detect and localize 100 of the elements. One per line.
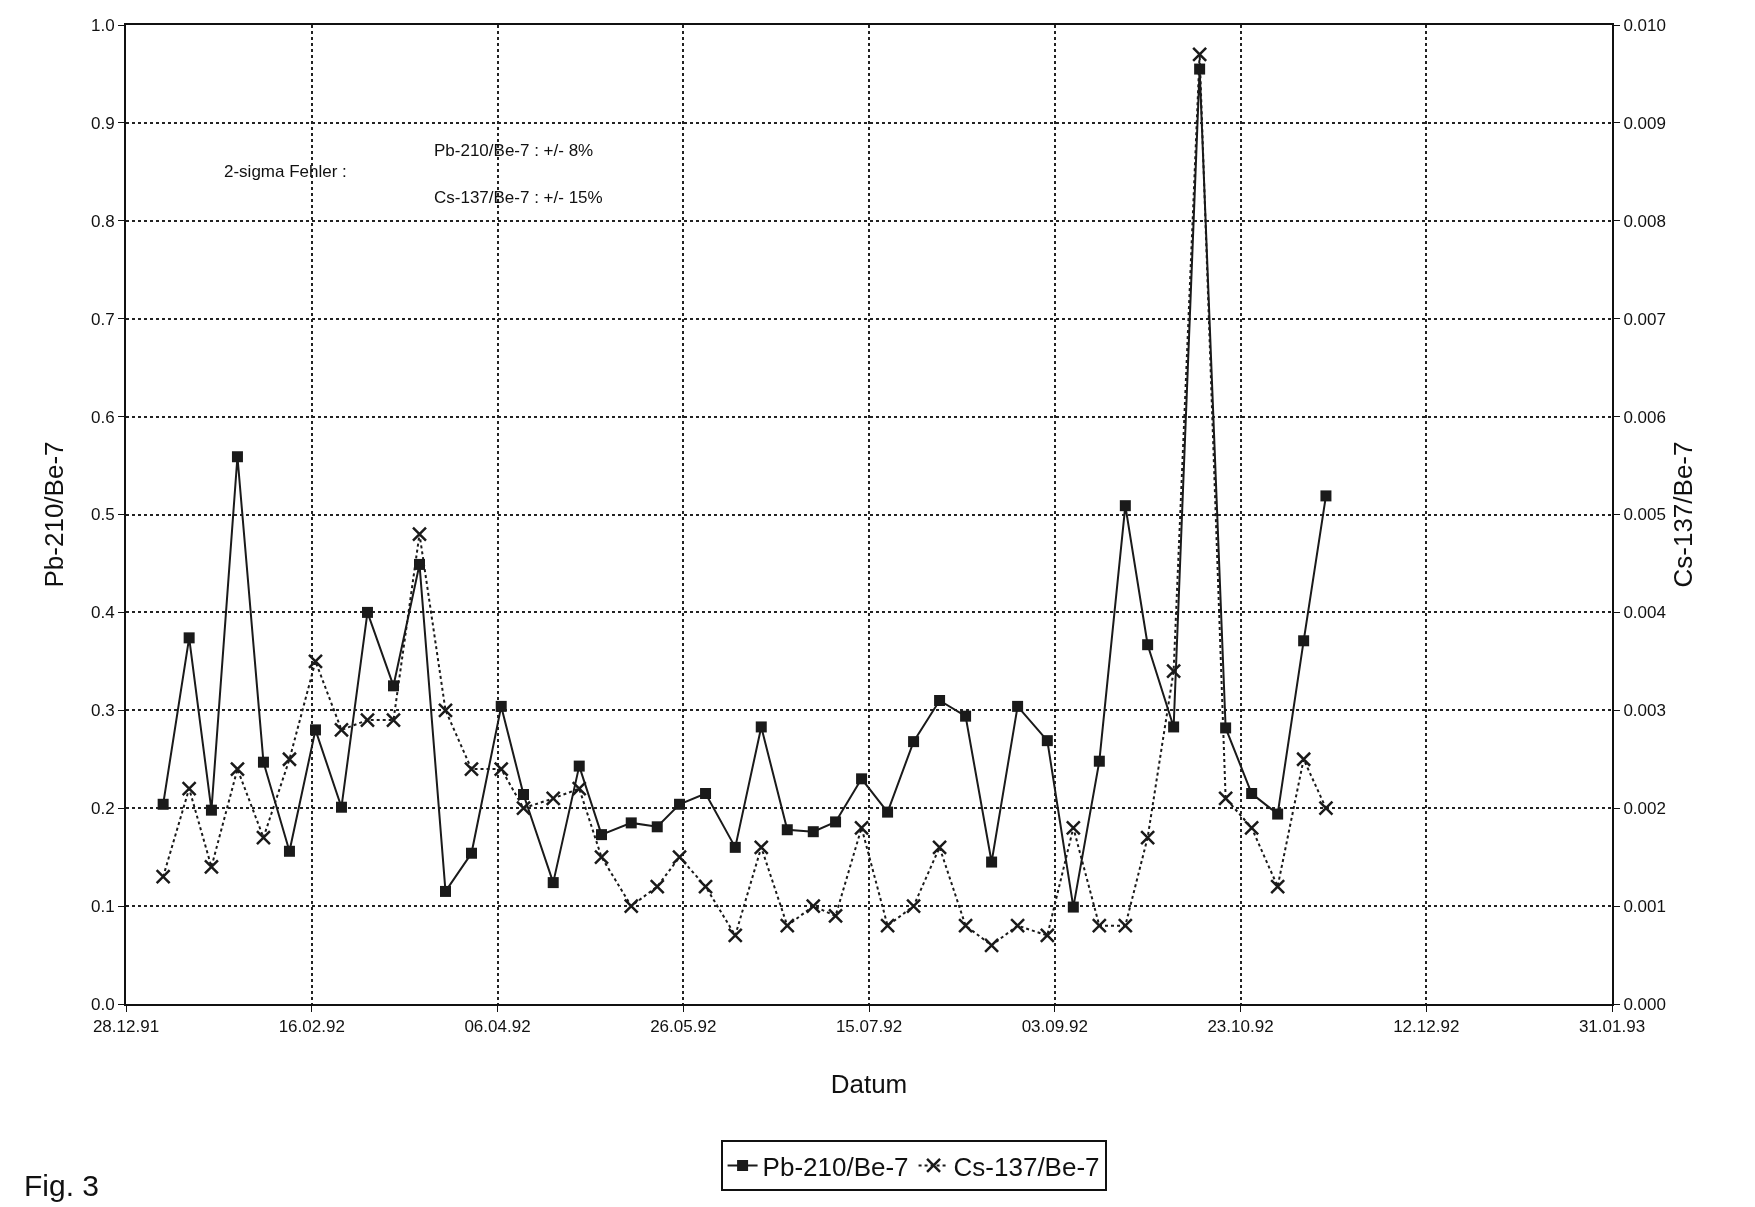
x-tick-label: 03.09.92 xyxy=(1021,1017,1088,1037)
y-axis-title: Pb-210/Be-7 xyxy=(39,441,69,588)
point xyxy=(779,917,796,934)
point xyxy=(853,820,870,836)
point xyxy=(309,724,321,736)
caption: Fig. 3 xyxy=(24,1169,100,1202)
x-tick-label: 16.02.92 xyxy=(278,1017,345,1037)
point xyxy=(205,804,217,816)
point xyxy=(573,760,585,772)
point xyxy=(411,526,428,542)
point xyxy=(1220,722,1232,734)
y-tick-label: 0.3 xyxy=(90,701,115,721)
point xyxy=(931,839,948,856)
point xyxy=(856,773,868,785)
point xyxy=(729,841,741,853)
point xyxy=(781,824,793,836)
annotation: 2-sigma Fehler : xyxy=(224,162,347,181)
point xyxy=(1217,790,1234,807)
y-tick-label: 0.1 xyxy=(90,897,115,917)
point xyxy=(387,680,399,692)
y2-axis-title: Cs-137/Be-7 xyxy=(1667,441,1698,588)
point xyxy=(229,761,246,777)
point xyxy=(1065,820,1082,836)
point xyxy=(518,788,530,800)
point xyxy=(807,826,819,838)
point xyxy=(827,908,844,924)
point xyxy=(359,712,376,728)
point xyxy=(753,839,770,856)
point xyxy=(623,898,639,914)
point xyxy=(697,878,714,895)
point xyxy=(385,712,402,728)
point xyxy=(1246,788,1258,800)
point xyxy=(1093,755,1105,767)
point xyxy=(651,821,663,833)
point xyxy=(1272,808,1284,820)
point xyxy=(934,695,946,707)
point xyxy=(727,927,744,944)
y-tick-label: 0.6 xyxy=(90,407,115,427)
y2-tick-label: 0.002 xyxy=(1623,799,1666,819)
point xyxy=(231,451,243,463)
point xyxy=(547,877,559,889)
point xyxy=(1091,917,1108,934)
point xyxy=(1168,721,1180,733)
y2-tick-label: 0.006 xyxy=(1623,407,1666,427)
point xyxy=(1117,917,1134,934)
point xyxy=(437,702,454,719)
point xyxy=(1243,820,1260,836)
point xyxy=(155,868,171,885)
point xyxy=(307,653,324,670)
y2-tick-label: 0.010 xyxy=(1623,15,1666,35)
point xyxy=(674,798,686,810)
point xyxy=(1318,800,1334,816)
point xyxy=(1139,829,1156,846)
point xyxy=(181,780,197,797)
y-tick-label: 0.9 xyxy=(90,113,115,133)
point xyxy=(805,898,822,914)
x-tick-label: 06.04.92 xyxy=(464,1017,531,1037)
point xyxy=(571,780,587,797)
point xyxy=(700,788,712,800)
y2-tick-label: 0.004 xyxy=(1623,603,1666,623)
point xyxy=(905,898,922,914)
y2-tick-label: 0.001 xyxy=(1623,897,1666,917)
point xyxy=(671,849,688,865)
x-tick-label: 12.12.92 xyxy=(1393,1017,1460,1037)
point xyxy=(882,806,894,818)
point xyxy=(755,721,767,733)
point xyxy=(1269,878,1286,895)
point xyxy=(335,801,347,813)
y-tick-label: 0.0 xyxy=(90,994,115,1014)
point xyxy=(649,878,665,895)
point xyxy=(515,800,532,816)
y-tick-label: 1.0 xyxy=(90,15,115,35)
point xyxy=(960,710,972,722)
point xyxy=(439,885,451,897)
point xyxy=(255,829,272,846)
point xyxy=(593,849,610,865)
x-tick-label: 28.12.91 xyxy=(92,1017,160,1037)
point xyxy=(1041,735,1053,747)
point xyxy=(463,761,480,777)
point xyxy=(596,829,608,841)
point xyxy=(203,859,220,875)
y-tick-label: 0.7 xyxy=(90,309,115,329)
point xyxy=(1067,901,1079,913)
point xyxy=(283,845,295,857)
point xyxy=(281,751,298,767)
point xyxy=(183,632,195,644)
point xyxy=(1165,663,1182,679)
y2-tick-label: 0.007 xyxy=(1623,309,1666,329)
point xyxy=(157,798,169,810)
point xyxy=(1119,500,1131,512)
point xyxy=(1295,751,1312,767)
point xyxy=(495,700,507,712)
y-tick-label: 0.2 xyxy=(90,799,115,819)
point xyxy=(983,937,1000,954)
point xyxy=(361,606,373,618)
y2-tick-label: 0.008 xyxy=(1623,211,1666,231)
legend-label: Cs-137/Be-7 xyxy=(953,1151,1100,1182)
point xyxy=(908,736,920,748)
point xyxy=(1009,917,1026,934)
point xyxy=(879,917,896,934)
